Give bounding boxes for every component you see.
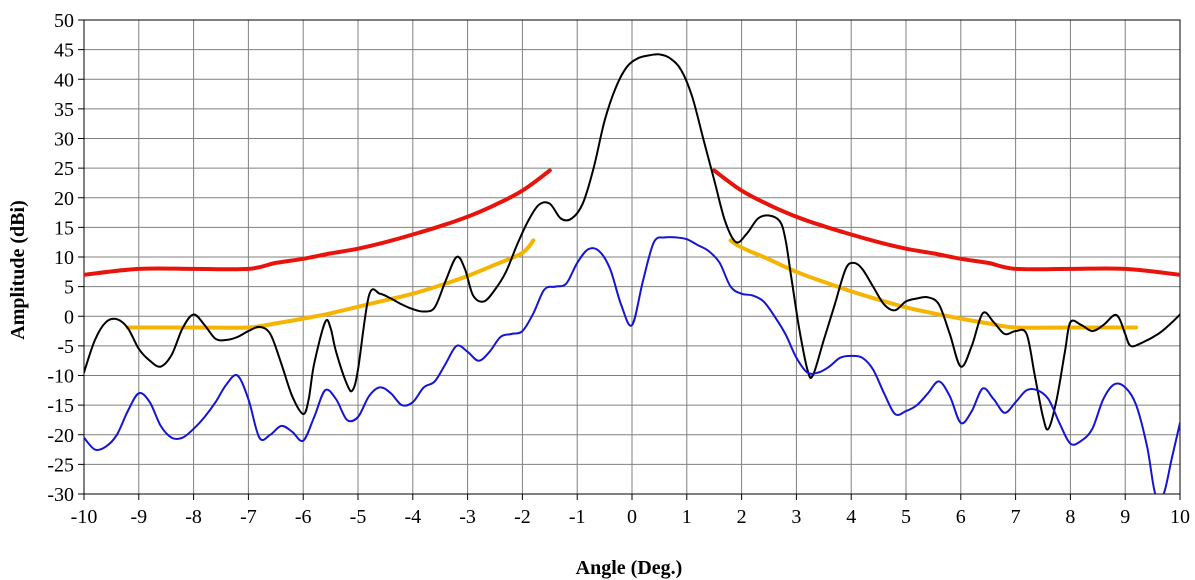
x-tick-label: 6 [956, 506, 966, 528]
series-line-0 [84, 168, 552, 277]
y-tick-label: 45 [54, 40, 74, 62]
series-layer [84, 53, 1180, 494]
x-axis-title: Angle (Deg.) [576, 557, 683, 579]
x-tick-label: -7 [240, 506, 257, 528]
y-tick-label: -25 [47, 454, 74, 476]
x-tick-label: 5 [901, 506, 911, 528]
series-line-2 [125, 238, 536, 330]
x-tick-label: -4 [404, 506, 421, 528]
y-tick-label: 50 [54, 10, 74, 32]
y-tick-label: -30 [47, 484, 74, 506]
x-tick-label: -1 [569, 506, 586, 528]
x-tick-label: -8 [185, 506, 202, 528]
y-tick-label: -10 [47, 366, 74, 388]
x-tick-label: -3 [459, 506, 476, 528]
x-tick-label: 8 [1065, 506, 1075, 528]
y-tick-label: 35 [54, 99, 74, 121]
x-tick-label: 7 [1011, 506, 1021, 528]
y-tick-label: 25 [54, 158, 74, 180]
y-tick-labels: -30 -25 -20 -15 -10 -5 0 5 10 15 20 25 30 35 40 45 50 [47, 10, 74, 506]
x-tick-label: -6 [295, 506, 312, 528]
x-tick-label: 0 [627, 506, 637, 528]
y-tick-label: -5 [57, 336, 74, 358]
x-tick-label: 10 [1170, 506, 1190, 528]
x-tick-label: -10 [71, 506, 98, 528]
series-line-5 [84, 236, 1180, 494]
y-tick-label: -20 [47, 425, 74, 447]
x-tick-label: -9 [130, 506, 147, 528]
y-tick-label: 0 [64, 306, 74, 328]
y-tick-label: 30 [54, 129, 74, 151]
series-line-1 [712, 168, 1180, 277]
x-tick-label: 9 [1120, 506, 1130, 528]
series-line-3 [728, 238, 1139, 330]
y-tick-label: -15 [47, 395, 74, 417]
y-axis-title: Amplitude (dBi) [7, 200, 29, 339]
x-tick-label: 4 [846, 506, 856, 528]
y-tick-label: 15 [54, 217, 74, 239]
x-tick-label: 2 [737, 506, 747, 528]
y-tick-label: 5 [64, 277, 74, 299]
x-tick-labels: -10 -9 -8 -7 -6 -5 -4 -3 -2 -1 0 1 2 3 4 5 6 7 8 9 10 [71, 506, 1190, 528]
x-tick-label: 3 [791, 506, 801, 528]
y-tick-label: 40 [54, 69, 74, 91]
x-tick-label: -5 [350, 506, 367, 528]
grid [78, 19, 1181, 500]
series-line-4 [84, 53, 1180, 431]
y-tick-label: 10 [54, 247, 74, 269]
x-tick-label: -2 [514, 506, 531, 528]
y-tick-label: 20 [54, 188, 74, 210]
x-tick-label: 1 [682, 506, 692, 528]
